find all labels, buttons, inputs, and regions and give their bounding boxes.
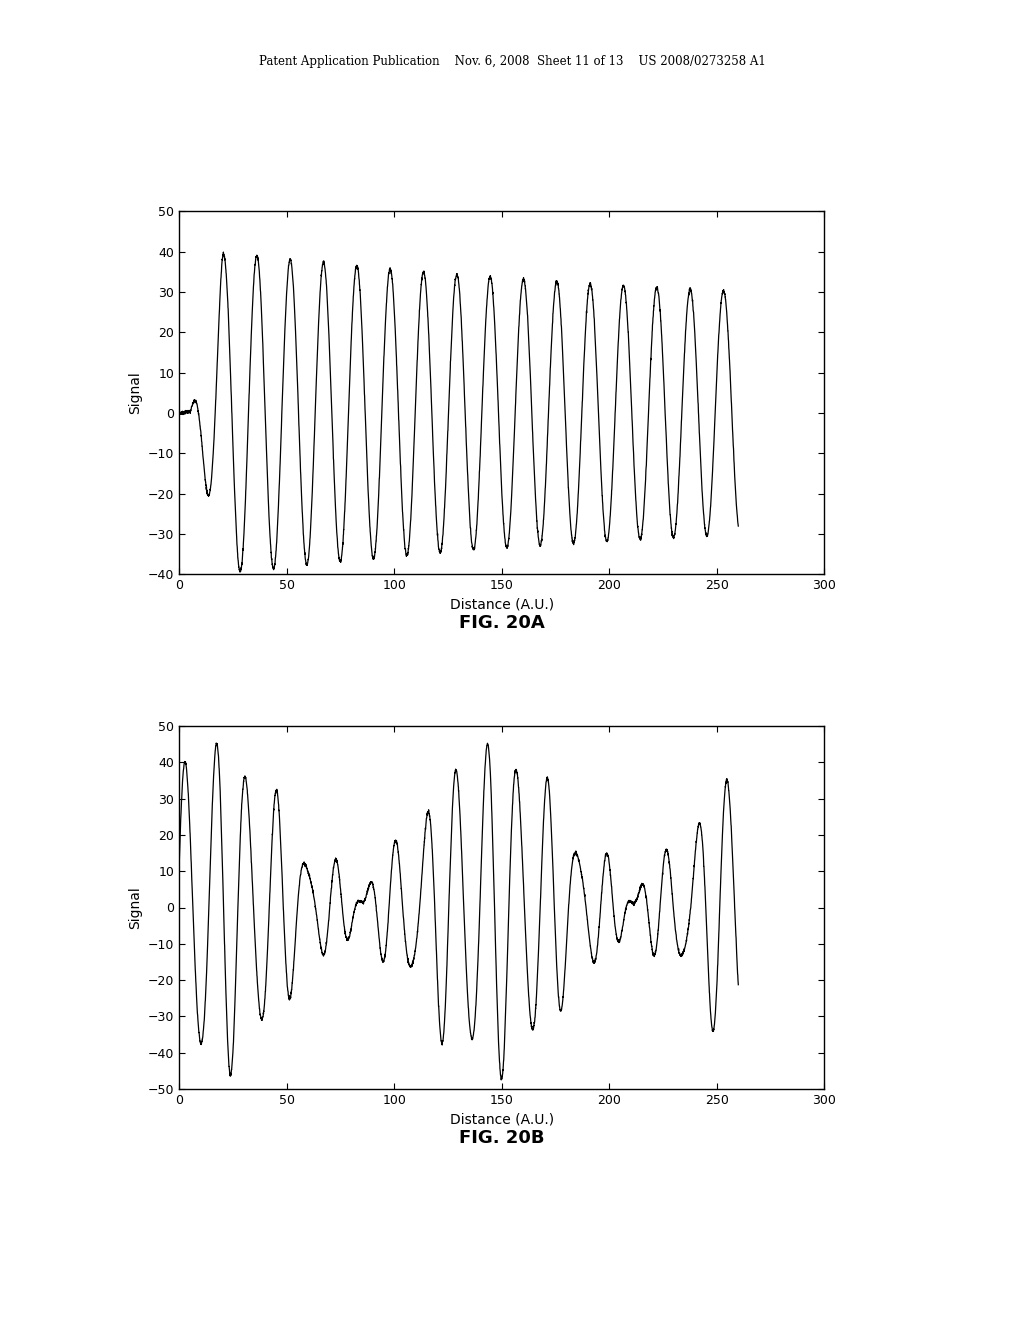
Text: FIG. 20B: FIG. 20B xyxy=(459,1129,545,1147)
Y-axis label: Signal: Signal xyxy=(128,371,142,414)
Text: FIG. 20A: FIG. 20A xyxy=(459,614,545,632)
X-axis label: Distance (A.U.): Distance (A.U.) xyxy=(450,598,554,611)
Y-axis label: Signal: Signal xyxy=(128,886,142,929)
X-axis label: Distance (A.U.): Distance (A.U.) xyxy=(450,1113,554,1126)
Text: Patent Application Publication    Nov. 6, 2008  Sheet 11 of 13    US 2008/027325: Patent Application Publication Nov. 6, 2… xyxy=(259,55,765,69)
